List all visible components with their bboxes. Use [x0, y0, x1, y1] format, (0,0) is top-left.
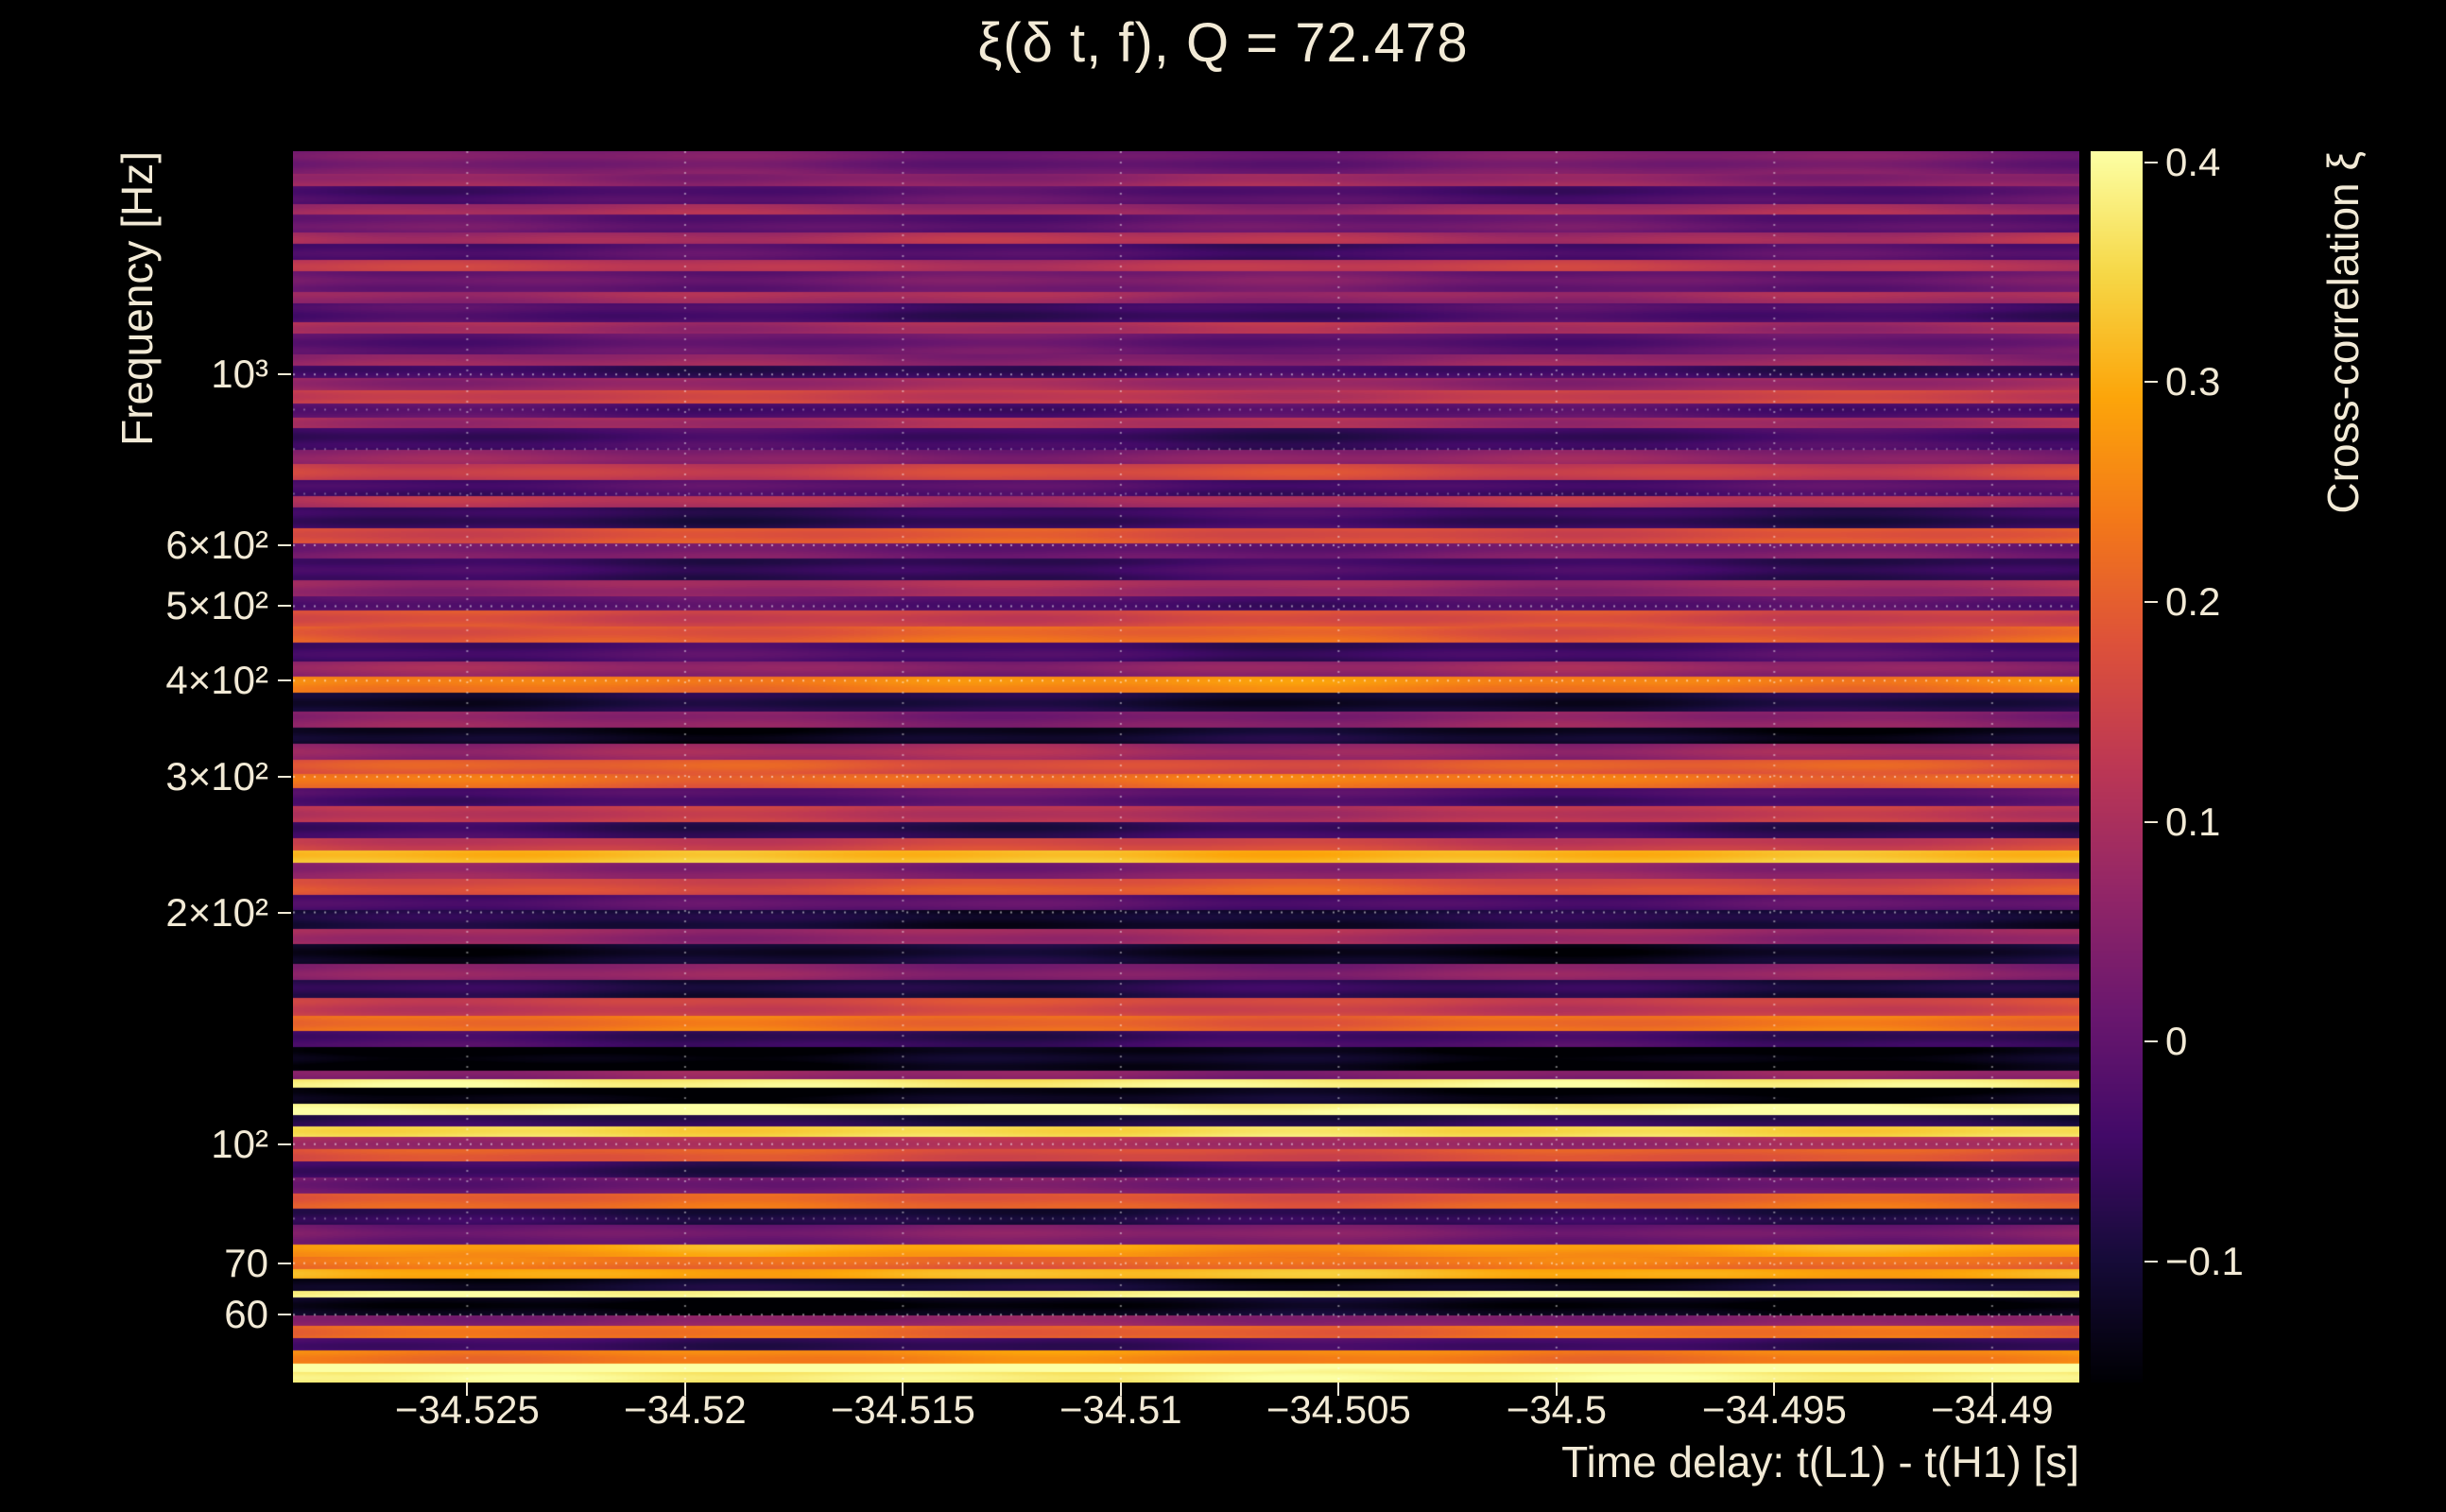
x-tick-mark	[1990, 1383, 1993, 1396]
y-tick-mark	[278, 1143, 291, 1145]
x-axis-label: Time delay: t(L1) - t(H1) [s]	[1561, 1437, 2079, 1486]
y-tick-mark	[278, 679, 291, 682]
chart-title: ξ(δ t, f), Q = 72.478	[977, 12, 1469, 74]
y-tick-label: 6×10²	[165, 522, 268, 567]
y-tick-mark	[278, 543, 291, 546]
x-tick-label: −34.525	[394, 1387, 540, 1432]
x-tick-mark	[902, 1383, 904, 1396]
colorbar-tick-mark	[2145, 381, 2158, 384]
x-tick-mark	[1119, 1383, 1122, 1396]
y-axis-label: Frequency [Hz]	[112, 151, 162, 446]
colorbar-tick-label: 0.2	[2165, 578, 2221, 624]
colorbar-tick-mark	[2145, 161, 2158, 163]
y-tick-label: 2×10²	[165, 889, 268, 935]
colorbar-tick-mark	[2145, 820, 2158, 823]
x-tick-mark	[1555, 1383, 1558, 1396]
x-tick-label: −34.49	[1930, 1387, 2054, 1432]
colorbar-canvas	[2091, 151, 2143, 1383]
colorbar-tick-mark	[2145, 1261, 2158, 1263]
colorbar-tick-label: 0.1	[2165, 799, 2221, 844]
x-tick-label: −34.505	[1266, 1387, 1411, 1432]
y-tick-label: 60	[224, 1292, 268, 1337]
colorbar-tick-mark	[2145, 600, 2158, 603]
x-tick-mark	[466, 1383, 469, 1396]
y-tick-label: 10²	[211, 1121, 268, 1166]
y-tick-label: 70	[224, 1240, 268, 1285]
x-tick-label: −34.51	[1059, 1387, 1182, 1432]
x-tick-label: −34.495	[1701, 1387, 1847, 1432]
colorbar-tick-label: 0	[2165, 1019, 2188, 1064]
heatmap-canvas	[293, 151, 2079, 1383]
x-tick-label: −34.5	[1506, 1387, 1607, 1432]
y-tick-label: 4×10²	[165, 658, 268, 703]
y-tick-mark	[278, 1314, 291, 1316]
y-tick-mark	[278, 373, 291, 376]
x-tick-label: −34.52	[624, 1387, 747, 1432]
y-tick-label: 3×10²	[165, 754, 268, 799]
colorbar-tick-mark	[2145, 1040, 2158, 1043]
y-tick-mark	[278, 605, 291, 608]
y-tick-mark	[278, 776, 291, 779]
x-tick-mark	[1337, 1383, 1340, 1396]
y-tick-label: 10³	[211, 352, 268, 397]
y-tick-mark	[278, 911, 291, 914]
x-tick-mark	[1773, 1383, 1776, 1396]
colorbar-tick-label: −0.1	[2165, 1239, 2244, 1284]
y-tick-mark	[278, 1262, 291, 1264]
colorbar-label: Cross-correlation ξ	[2318, 151, 2368, 514]
y-tick-label: 5×10²	[165, 583, 268, 628]
colorbar-tick-label: 0.3	[2165, 359, 2221, 404]
colorbar-tick-label: 0.4	[2165, 139, 2221, 184]
x-tick-label: −34.515	[830, 1387, 975, 1432]
x-tick-mark	[683, 1383, 686, 1396]
